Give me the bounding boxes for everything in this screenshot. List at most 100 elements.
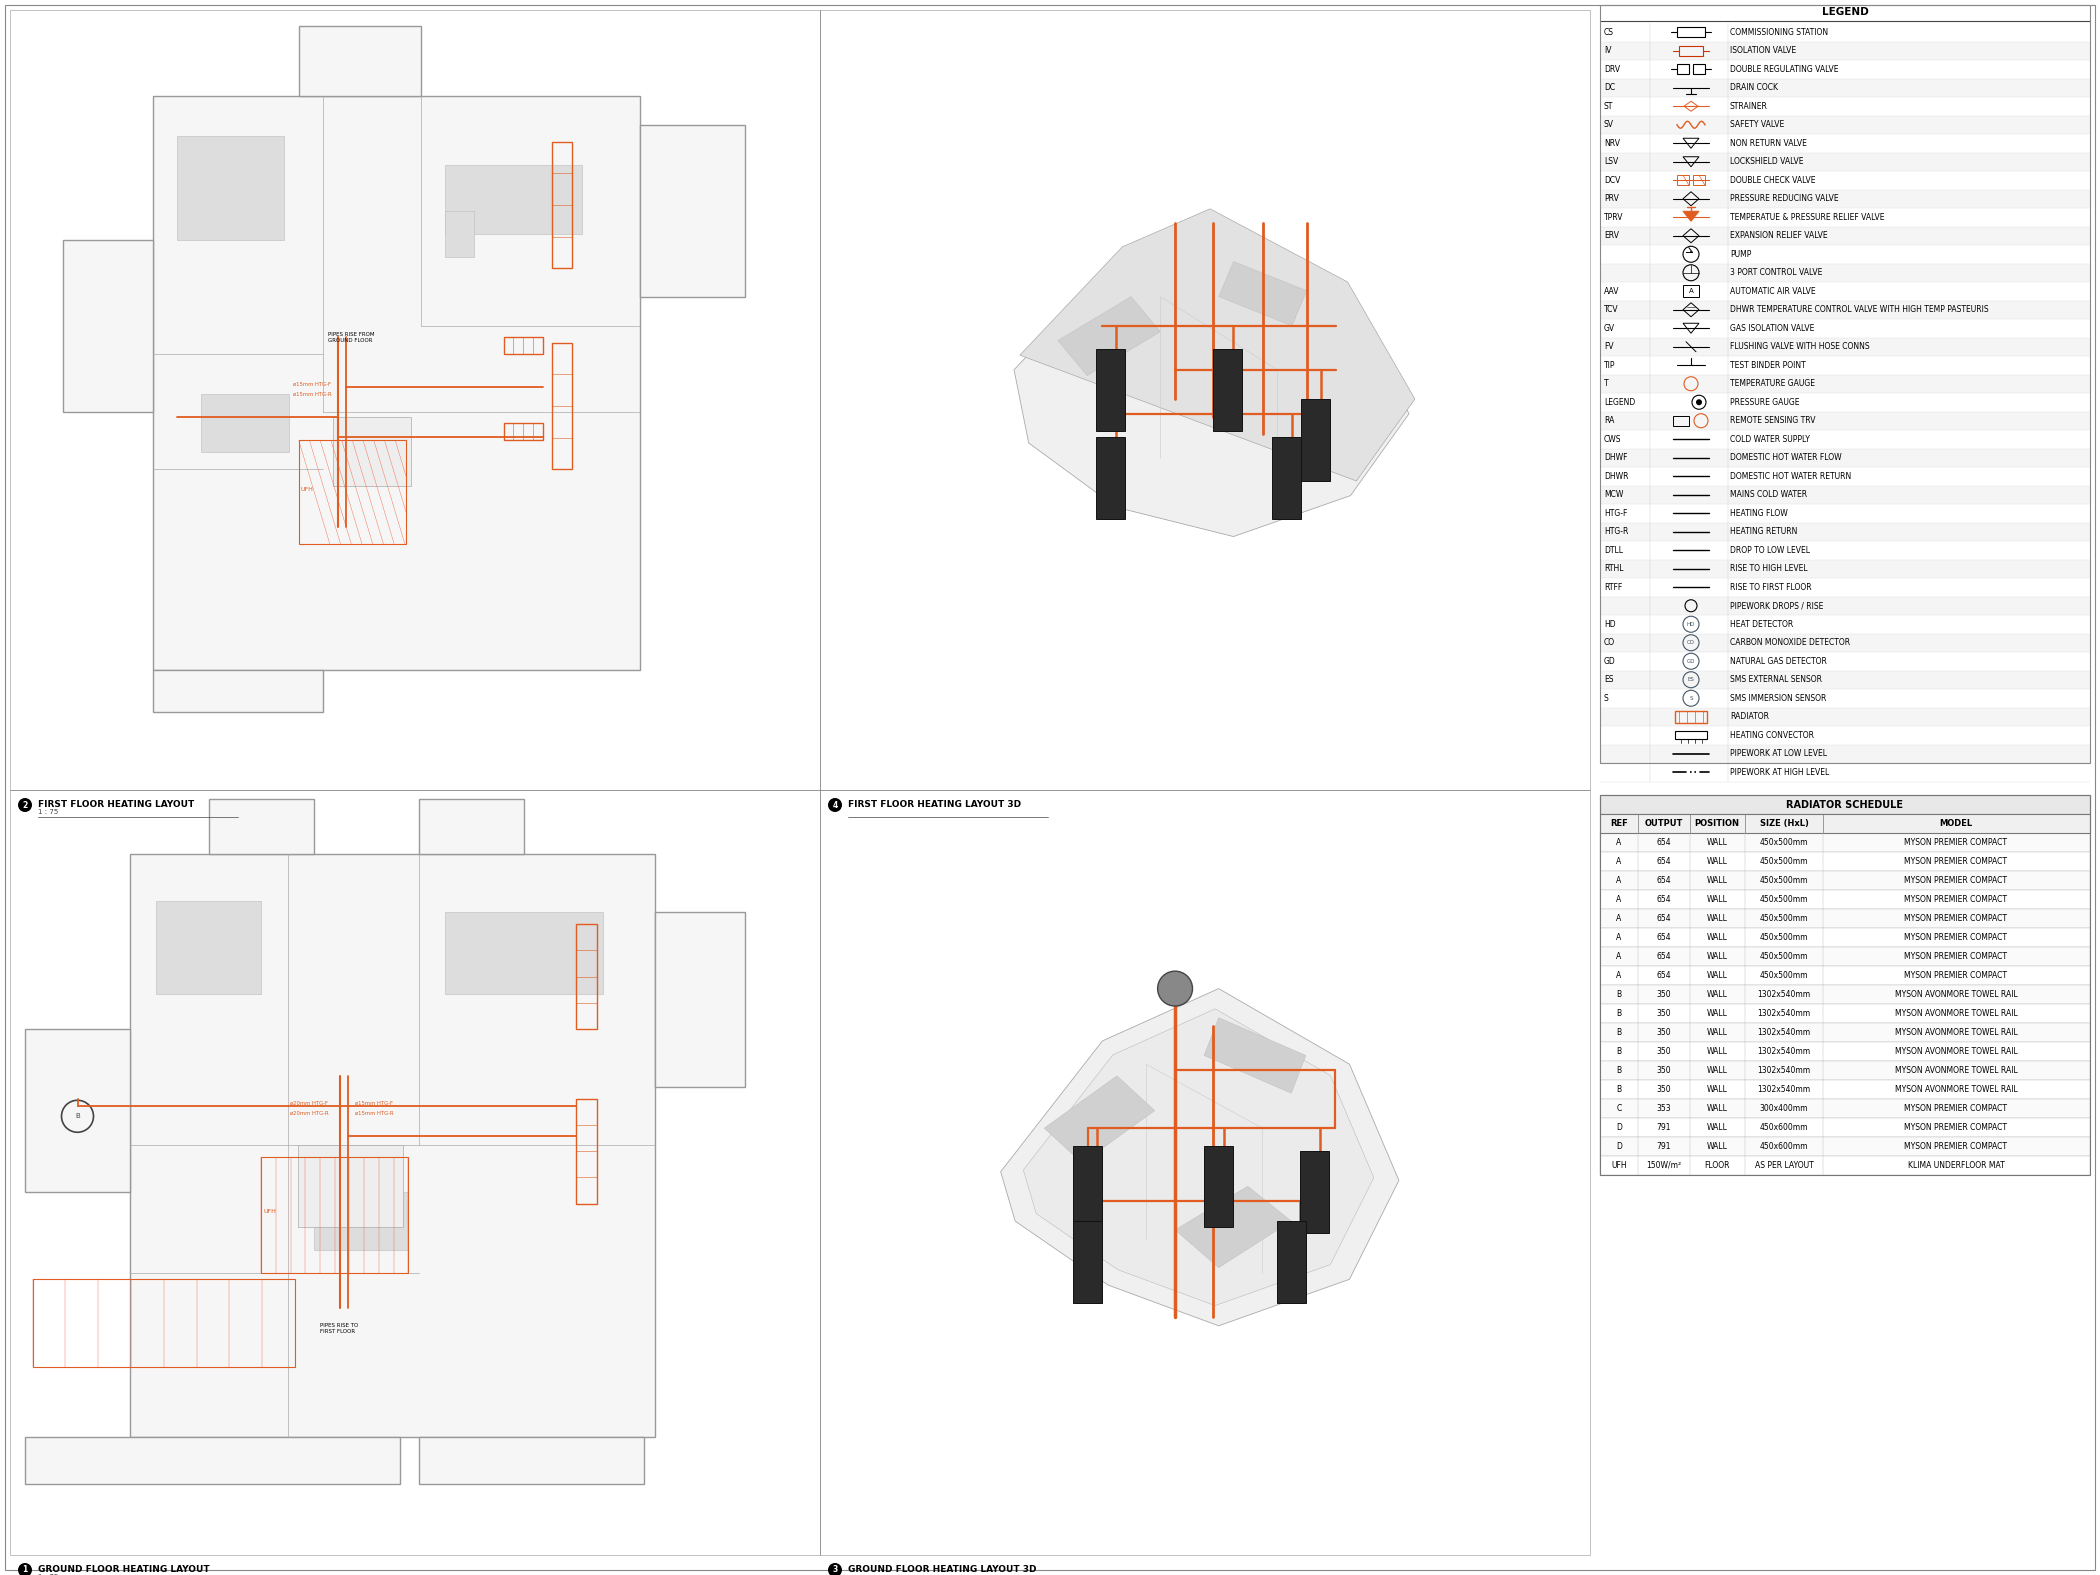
Text: 450x500mm: 450x500mm <box>1760 972 1808 980</box>
Text: DHWF: DHWF <box>1604 454 1628 461</box>
Bar <box>655 912 746 1087</box>
Text: 350: 350 <box>1657 991 1672 999</box>
Text: MODEL: MODEL <box>1940 819 1972 828</box>
Bar <box>1073 1145 1102 1227</box>
Text: DCV: DCV <box>1604 176 1621 184</box>
Text: 1302x540mm: 1302x540mm <box>1758 1066 1810 1076</box>
Text: UFH: UFH <box>300 487 313 491</box>
Bar <box>819 9 1590 791</box>
Text: HEATING RETURN: HEATING RETURN <box>1730 528 1798 536</box>
Text: 654: 654 <box>1657 951 1672 961</box>
Bar <box>1600 814 2090 833</box>
Text: RA: RA <box>1604 416 1615 425</box>
Bar <box>1600 1156 2090 1175</box>
Bar <box>1600 523 2090 540</box>
Text: FIRST FLOOR HEATING LAYOUT: FIRST FLOOR HEATING LAYOUT <box>38 800 193 810</box>
Text: WALL: WALL <box>1707 951 1728 961</box>
Bar <box>208 800 313 854</box>
Text: 450x500mm: 450x500mm <box>1760 913 1808 923</box>
Text: TPRV: TPRV <box>1604 213 1623 222</box>
Text: SMS IMMERSION SENSOR: SMS IMMERSION SENSOR <box>1730 693 1827 702</box>
Circle shape <box>1697 398 1701 405</box>
Text: TEST BINDER POINT: TEST BINDER POINT <box>1730 361 1806 370</box>
Polygon shape <box>1218 261 1306 326</box>
Bar <box>1682 285 1699 298</box>
Bar <box>1600 375 2090 394</box>
Text: EXPANSION RELIEF VALVE: EXPANSION RELIEF VALVE <box>1730 232 1827 241</box>
Text: SAFETY VALVE: SAFETY VALVE <box>1730 120 1785 129</box>
Bar <box>418 800 523 854</box>
Bar <box>1600 1024 2090 1043</box>
Text: 450x500mm: 450x500mm <box>1760 838 1808 847</box>
Bar <box>1678 175 1688 186</box>
Text: DRV: DRV <box>1604 65 1619 74</box>
Text: RISE TO FIRST FLOOR: RISE TO FIRST FLOOR <box>1730 583 1812 592</box>
Text: 450x500mm: 450x500mm <box>1760 951 1808 961</box>
Text: CARBON MONOXIDE DETECTOR: CARBON MONOXIDE DETECTOR <box>1730 638 1850 647</box>
Bar <box>445 912 603 994</box>
Text: WALL: WALL <box>1707 1085 1728 1095</box>
Bar <box>1600 871 2090 890</box>
Text: 450x500mm: 450x500mm <box>1760 857 1808 866</box>
Text: T: T <box>1604 380 1609 389</box>
Text: SV: SV <box>1604 120 1615 129</box>
Circle shape <box>19 799 32 813</box>
Text: COMMISSIONING STATION: COMMISSIONING STATION <box>1730 28 1829 36</box>
Text: PIPES RISE FROM
GROUND FLOOR: PIPES RISE FROM GROUND FLOOR <box>328 332 374 343</box>
Text: FIRST FLOOR HEATING LAYOUT 3D: FIRST FLOOR HEATING LAYOUT 3D <box>848 800 1021 810</box>
Text: 350: 350 <box>1657 1047 1672 1055</box>
Text: PIPEWORK AT HIGH LEVEL: PIPEWORK AT HIGH LEVEL <box>1730 767 1829 776</box>
Text: REF: REF <box>1611 819 1628 828</box>
Text: B: B <box>76 1114 80 1120</box>
Bar <box>334 417 412 487</box>
Text: MYSON AVONMORE TOWEL RAIL: MYSON AVONMORE TOWEL RAIL <box>1894 1066 2018 1076</box>
Text: WALL: WALL <box>1707 1123 1728 1132</box>
Text: 1 : 75: 1 : 75 <box>38 810 59 814</box>
Text: GROUND FLOOR HEATING LAYOUT 3D: GROUND FLOOR HEATING LAYOUT 3D <box>848 1566 1037 1573</box>
Text: CWS: CWS <box>1604 435 1621 444</box>
Text: HTG-R: HTG-R <box>1604 528 1628 536</box>
Text: AAV: AAV <box>1604 287 1619 296</box>
Bar <box>1600 301 2090 320</box>
Text: D: D <box>1617 1142 1621 1151</box>
Bar <box>176 135 284 239</box>
Circle shape <box>827 799 842 813</box>
Text: A: A <box>1617 876 1621 885</box>
Text: MYSON PREMIER COMPACT: MYSON PREMIER COMPACT <box>1905 895 2008 904</box>
Bar <box>445 211 475 257</box>
Text: FLUSHING VALVE WITH HOSE CONNS: FLUSHING VALVE WITH HOSE CONNS <box>1730 342 1869 351</box>
Polygon shape <box>1203 1017 1306 1093</box>
Text: MYSON AVONMORE TOWEL RAIL: MYSON AVONMORE TOWEL RAIL <box>1894 1047 2018 1055</box>
Text: ø20mm HTG-R: ø20mm HTG-R <box>290 1110 328 1115</box>
Text: MCW: MCW <box>1604 490 1623 499</box>
Text: DRAIN COCK: DRAIN COCK <box>1730 83 1779 93</box>
Bar <box>1600 707 2090 726</box>
Text: POSITION: POSITION <box>1695 819 1739 828</box>
Bar <box>640 124 746 298</box>
Bar <box>25 1436 399 1485</box>
Text: 350: 350 <box>1657 1085 1672 1095</box>
Text: WALL: WALL <box>1707 857 1728 866</box>
Bar <box>202 394 290 452</box>
Bar <box>1600 79 2090 98</box>
Text: MYSON PREMIER COMPACT: MYSON PREMIER COMPACT <box>1905 876 2008 885</box>
Bar <box>1096 438 1126 520</box>
Bar <box>1600 984 2090 1003</box>
Polygon shape <box>1000 989 1399 1326</box>
Text: LOCKSHIELD VALVE: LOCKSHIELD VALVE <box>1730 158 1804 167</box>
Bar <box>1600 928 2090 947</box>
Text: PRV: PRV <box>1604 194 1619 203</box>
Text: 450x500mm: 450x500mm <box>1760 932 1808 942</box>
Text: ERV: ERV <box>1604 232 1619 241</box>
Text: DHWR TEMPERATURE CONTROL VALVE WITH HIGH TEMP PASTEURIS: DHWR TEMPERATURE CONTROL VALVE WITH HIGH… <box>1730 306 1989 315</box>
Bar <box>1676 710 1707 723</box>
Bar <box>1073 1221 1102 1303</box>
Text: MYSON AVONMORE TOWEL RAIL: MYSON AVONMORE TOWEL RAIL <box>1894 991 2018 999</box>
Text: 3: 3 <box>832 1566 838 1575</box>
Text: 791: 791 <box>1657 1123 1672 1132</box>
Bar <box>298 1145 403 1227</box>
Text: WALL: WALL <box>1707 1066 1728 1076</box>
Text: 654: 654 <box>1657 932 1672 942</box>
Text: DROP TO LOW LEVEL: DROP TO LOW LEVEL <box>1730 547 1810 554</box>
Text: DOMESTIC HOT WATER RETURN: DOMESTIC HOT WATER RETURN <box>1730 472 1852 480</box>
